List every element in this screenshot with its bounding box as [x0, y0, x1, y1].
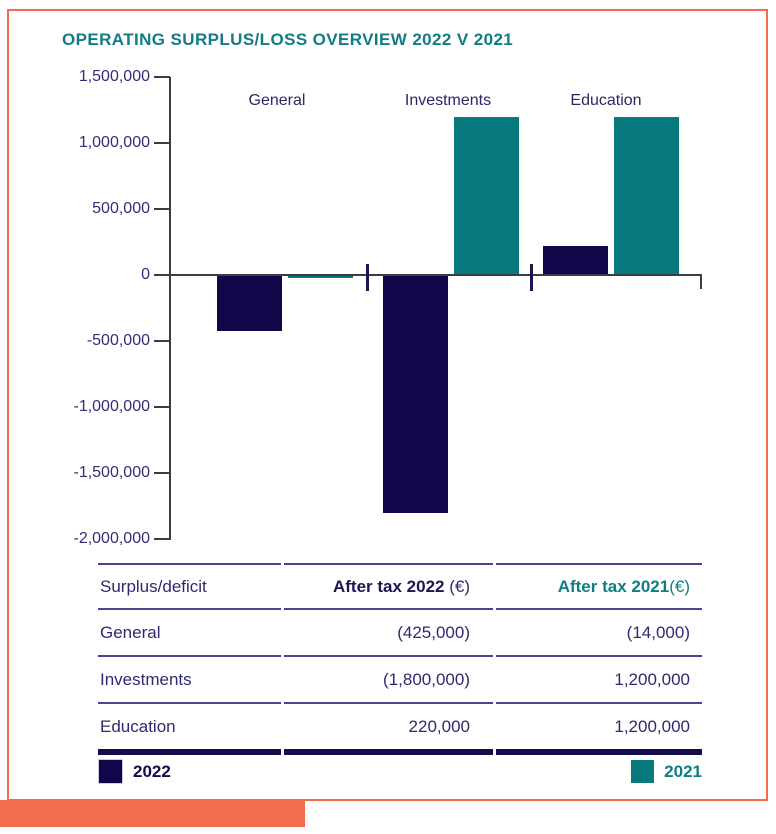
- table-header-2022-currency: (€): [444, 577, 470, 596]
- table-cell-category: General: [98, 608, 281, 655]
- page-title: OPERATING SURPLUS/LOSS OVERVIEW 2022 V 2…: [62, 30, 514, 49]
- legend-label-2022: 2022: [133, 761, 171, 781]
- y-axis-label: 500,000: [92, 200, 150, 217]
- y-axis-line: [169, 77, 171, 540]
- chart-area: 1,500,000 1,000,000 500,000 0 -500,000 -1,000…: [73, 68, 702, 547]
- y-axis-tick: [154, 340, 170, 342]
- bar-general-2022: [217, 275, 282, 331]
- bar-investments-2021: [454, 117, 519, 275]
- bar-education-2022: [543, 246, 608, 275]
- table-bottom-rule: [98, 749, 281, 755]
- bar-education-2021: [614, 117, 679, 275]
- category-label-education: Education: [570, 92, 642, 109]
- surplus-table: Surplus/deficit After tax 2022 (€) After…: [98, 563, 702, 755]
- table-header-2021-currency: (€): [669, 577, 690, 596]
- table-header-2022-label: After tax 2022: [332, 577, 445, 596]
- group-separator-tick: [530, 264, 533, 291]
- bar-general-2021: [288, 275, 353, 278]
- bottom-accent-bar: [0, 800, 305, 827]
- y-axis-tick: [154, 76, 170, 78]
- legend-item-2021: 2021: [631, 759, 702, 783]
- table-header-2021-label: After tax 2021: [557, 577, 670, 596]
- table-header-after-tax-2022: After tax 2022 (€): [284, 563, 493, 608]
- y-axis-tick: [154, 208, 170, 210]
- y-axis-tick: [154, 406, 170, 408]
- y-axis-label: -1,000,000: [73, 398, 150, 415]
- table-cell-category: Education: [98, 702, 281, 749]
- y-axis-label: -500,000: [86, 332, 150, 349]
- x-axis-zero-line: [169, 274, 702, 276]
- y-axis-tick: [154, 472, 170, 474]
- table-cell-after-tax-2021: (14,000): [496, 608, 702, 655]
- category-label-investments: Investments: [404, 92, 492, 109]
- table-cell-after-tax-2022: (425,000): [284, 608, 493, 655]
- legend-swatch-2021: [631, 759, 655, 783]
- y-axis-label: 1,500,000: [78, 68, 150, 85]
- y-axis-tick: [154, 274, 170, 276]
- y-axis-label: 1,000,000: [78, 134, 150, 151]
- table-cell-after-tax-2021: 1,200,000: [496, 655, 702, 702]
- legend-item-2022: 2022: [98, 758, 171, 784]
- table-cell-after-tax-2022: 220,000: [284, 702, 493, 749]
- x-axis-end-tick: [700, 275, 702, 289]
- legend-label-2021: 2021: [664, 761, 702, 781]
- legend-swatch-2022: [98, 758, 123, 784]
- bar-investments-2022: [383, 275, 448, 513]
- group-separator-tick: [366, 264, 369, 291]
- table-cell-category: Investments: [98, 655, 281, 702]
- table-bottom-rule: [284, 749, 493, 755]
- y-axis-label: -1,500,000: [73, 464, 150, 481]
- table-cell-after-tax-2021: 1,200,000: [496, 702, 702, 749]
- table-bottom-rule: [496, 749, 702, 755]
- y-axis-tick: [154, 142, 170, 144]
- category-label-general: General: [248, 92, 306, 109]
- y-axis-label: -2,000,000: [73, 530, 150, 547]
- table-header-surplus-deficit: Surplus/deficit: [98, 563, 281, 608]
- y-axis-label: 0: [141, 266, 150, 283]
- table-header-after-tax-2021: After tax 2021(€): [496, 563, 702, 608]
- table-cell-after-tax-2022: (1,800,000): [284, 655, 493, 702]
- y-axis-tick: [154, 538, 170, 540]
- chart-legend: 2022 2021: [98, 758, 702, 784]
